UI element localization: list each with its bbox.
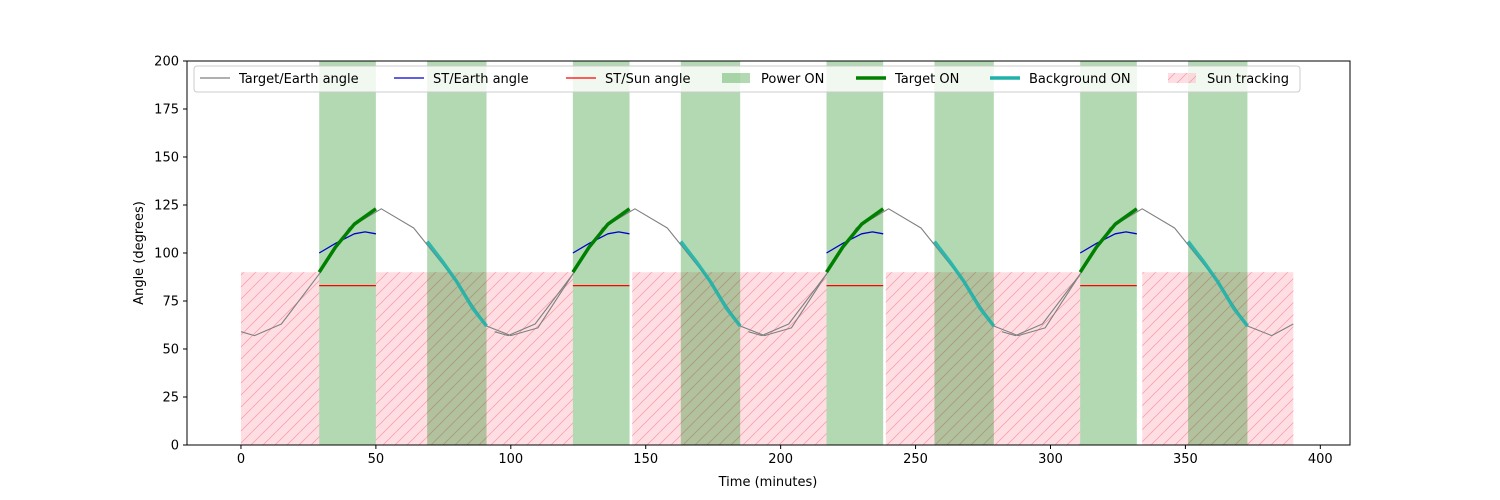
st-earth-angle-line — [318, 231, 377, 254]
series-layer — [240, 207, 1294, 337]
target-earth-angle-line — [748, 208, 1081, 337]
x-tick-label: 100 — [498, 452, 523, 467]
background-on-line — [1186, 240, 1249, 328]
y-tick-label: 175 — [154, 103, 179, 118]
y-tick-label: 150 — [154, 151, 179, 166]
x-tick-label: 300 — [1038, 452, 1063, 467]
sun-tracking-hatch — [632, 272, 827, 445]
x-tick-label: 0 — [237, 452, 245, 467]
x-tick-label: 400 — [1308, 452, 1333, 467]
x-axis-label: Time (minutes) — [718, 475, 818, 490]
power-on-band — [826, 61, 884, 445]
y-tick-label: 100 — [154, 247, 179, 262]
legend-label-target-earth-angle: Target/Earth angle — [238, 72, 359, 87]
target-earth-angle-line — [494, 208, 827, 337]
power-on-band — [319, 61, 376, 445]
legend-swatch-hatch — [1168, 73, 1196, 83]
y-axis: 0 25 50 75 100 125 150 175 200 — [154, 55, 187, 454]
target-earth-angle-line — [240, 208, 574, 337]
legend-label-st-sun-angle: ST/Sun angle — [605, 72, 691, 87]
x-tick-label: 150 — [633, 452, 658, 467]
bands-layer — [240, 61, 1294, 445]
legend-label-st-earth-angle: ST/Earth angle — [433, 72, 529, 87]
y-tick-label: 200 — [154, 55, 179, 70]
legend-label-sun-tracking: Sun tracking — [1207, 72, 1289, 87]
x-axis: 0 50 100 150 200 250 300 350 400 — [237, 445, 1333, 467]
sun-tracking-hatch — [1142, 272, 1294, 445]
target-on-line — [1078, 207, 1138, 274]
background-on-line — [425, 240, 488, 328]
st-earth-angle-line — [826, 231, 884, 254]
sun-tracking-hatch — [885, 272, 1081, 445]
legend: Target/Earth angle ST/Earth angle ST/Sun a… — [193, 65, 1301, 93]
x-tick-label: 350 — [1173, 452, 1198, 467]
power-on-band — [572, 61, 630, 445]
legend-frame — [193, 65, 1301, 93]
st-earth-angle-line — [1079, 231, 1137, 254]
y-tick-label: 0 — [171, 439, 179, 454]
legend-swatch-power-on — [722, 73, 750, 83]
power-on-band — [1080, 61, 1137, 445]
legend-label-target-on: Target ON — [894, 72, 959, 87]
sun-tracking-hatch — [375, 272, 573, 445]
background-on-line — [933, 240, 996, 328]
x-tick-label: 250 — [903, 452, 928, 467]
y-tick-label: 125 — [154, 199, 179, 214]
background-on-line — [679, 240, 742, 328]
x-tick-label: 200 — [768, 452, 793, 467]
y-tick-label: 25 — [162, 391, 179, 406]
y-axis-label: Angle (degrees) — [132, 201, 147, 305]
st-earth-angle-line — [572, 231, 630, 254]
target-on-line — [317, 207, 377, 274]
target-on-line — [825, 207, 885, 274]
sun-tracking-hatch — [240, 272, 320, 445]
target-on-line — [571, 207, 631, 274]
y-tick-label: 75 — [162, 295, 179, 310]
target-earth-angle-line — [1001, 208, 1294, 337]
y-tick-label: 50 — [162, 343, 179, 358]
legend-label-power-on: Power ON — [761, 72, 824, 87]
x-tick-label: 50 — [368, 452, 385, 467]
legend-label-background-on: Background ON — [1029, 72, 1131, 87]
